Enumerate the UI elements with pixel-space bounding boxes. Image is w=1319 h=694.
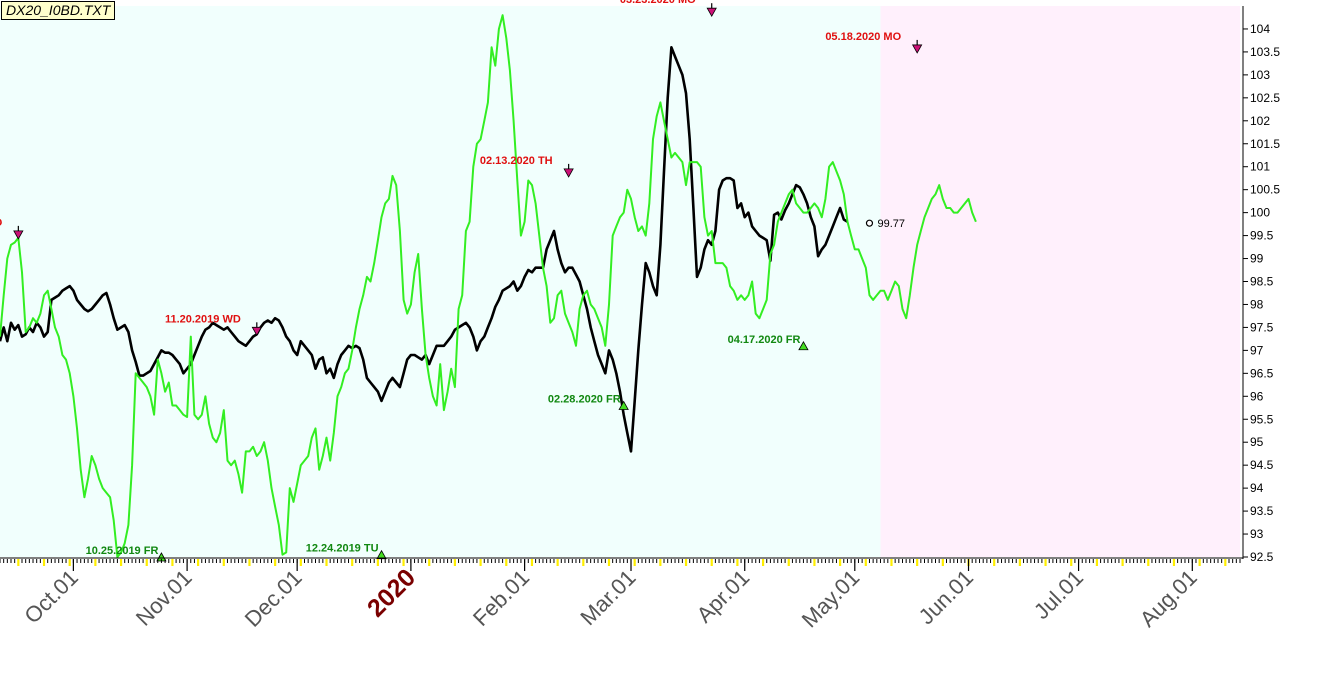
y-tick-label: 102	[1250, 114, 1270, 128]
y-tick-label: 99.5	[1250, 229, 1274, 243]
y-tick-label: 96	[1250, 389, 1264, 403]
top-marker	[251, 326, 262, 337]
x-month-label: Jun.01	[914, 565, 978, 629]
x-month-label: Aug.01	[1135, 565, 1202, 632]
last-value-marker	[865, 219, 874, 227]
bottom-label: 12.24.2019 TU	[306, 543, 379, 555]
top-label: MO	[0, 217, 3, 229]
y-tick-label: 103.5	[1250, 45, 1280, 59]
y-tick-label: 95	[1250, 435, 1264, 449]
forecast-region	[880, 6, 1240, 557]
x-month-label: Apr.01	[692, 565, 755, 628]
last-value-label: 99.77	[877, 218, 905, 230]
y-tick-label: 94.5	[1250, 458, 1274, 472]
x-month-label: Jul.01	[1029, 565, 1088, 624]
y-tick-label: 104	[1250, 22, 1270, 36]
bottom-label: 02.28.2020 FR	[548, 393, 621, 405]
bottom-label: 10.25.2019 FR	[86, 545, 159, 557]
x-month-label: May.01	[797, 565, 865, 633]
y-tick-label: 97	[1250, 343, 1264, 357]
y-tick-label: 100.5	[1250, 183, 1280, 197]
bottom-marker	[618, 400, 629, 410]
y-tick-label: 94	[1250, 481, 1264, 495]
y-tick-label: 95.5	[1250, 412, 1274, 426]
top-marker	[911, 44, 923, 54]
y-tick-label: 93.5	[1250, 504, 1274, 518]
x-month-label: Dec.01	[240, 565, 307, 632]
y-tick-label: 101	[1250, 160, 1270, 174]
y-tick-label: 93	[1250, 527, 1264, 541]
top-label: 05.18.2020 MO	[825, 31, 901, 43]
y-tick-label: 99	[1250, 252, 1264, 266]
top-marker	[563, 168, 574, 178]
series-line-forecast	[0, 14, 977, 558]
y-tick-label: 97.5	[1250, 320, 1274, 334]
series-line-actual	[0, 45, 849, 453]
x-month-label: Oct.01	[19, 565, 83, 629]
y-tick-label: 100	[1250, 206, 1270, 220]
top-label: 11.20.2019 WD	[165, 313, 241, 325]
bottom-marker	[376, 549, 387, 560]
bottom-label: 04.17.2020 FR	[728, 334, 801, 346]
past-region	[0, 6, 881, 557]
top-label: 02.13.2020 TH	[480, 155, 553, 167]
x-year-label: 2020	[362, 563, 421, 622]
chart-title: DX20_I0BD.TXT	[1, 1, 116, 20]
top-marker	[13, 230, 24, 240]
y-tick-label: 98.5	[1250, 275, 1274, 289]
y-tick-label: 96.5	[1250, 366, 1274, 380]
y-tick-label: 103	[1250, 68, 1270, 82]
y-tick-label: 92.5	[1250, 550, 1274, 564]
bottom-marker	[798, 340, 809, 351]
x-month-label: Feb.01	[468, 565, 534, 631]
y-tick-label: 102.5	[1250, 91, 1280, 105]
top-label: 03.23.2020 MO	[620, 0, 696, 6]
top-marker	[706, 7, 717, 17]
x-month-label: Nov.01	[131, 565, 197, 631]
x-month-label: Mar.01	[575, 565, 640, 630]
y-tick-label: 101.5	[1250, 137, 1280, 151]
y-tick-label: 98	[1250, 297, 1264, 311]
